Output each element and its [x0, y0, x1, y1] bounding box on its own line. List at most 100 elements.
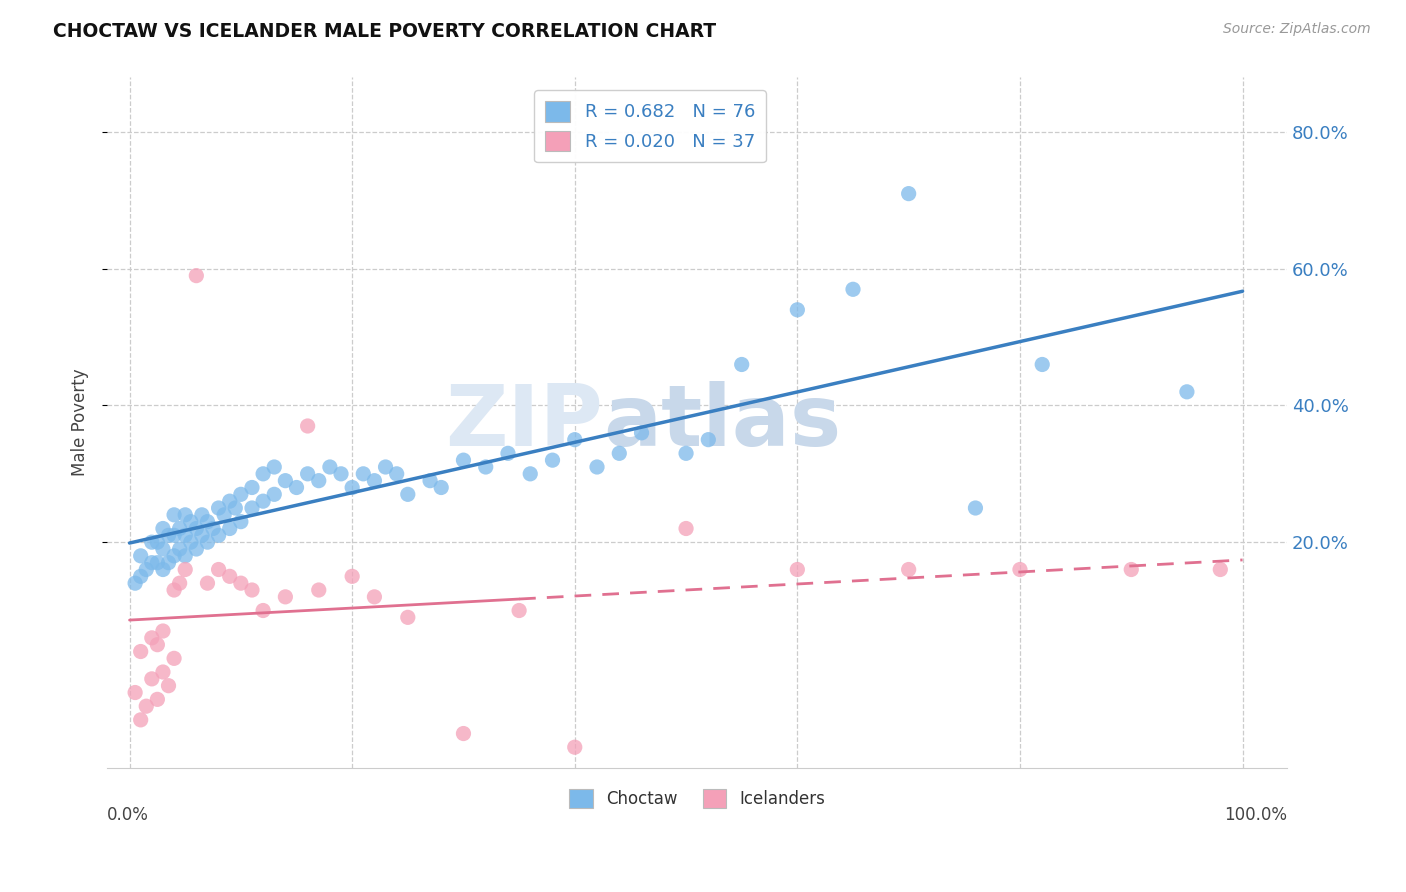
Point: [191, 528, 214, 542]
Point: [1175, 384, 1198, 399]
Point: [1031, 358, 1053, 372]
Point: [842, 282, 865, 296]
Point: [274, 590, 297, 604]
Point: [340, 481, 363, 495]
Point: [157, 556, 180, 570]
Point: [124, 576, 146, 591]
Point: [675, 521, 697, 535]
Point: [474, 460, 496, 475]
Point: [607, 446, 630, 460]
Point: [374, 460, 396, 475]
Point: [697, 433, 720, 447]
Point: [252, 467, 274, 481]
Point: [163, 549, 186, 563]
Point: [163, 528, 186, 542]
Point: [180, 535, 202, 549]
Point: [352, 467, 374, 481]
Point: [197, 576, 219, 591]
Point: [786, 302, 808, 317]
Point: [124, 685, 146, 699]
Point: [186, 268, 208, 283]
Point: [197, 515, 219, 529]
Point: [340, 569, 363, 583]
Point: [363, 474, 385, 488]
Point: [174, 562, 197, 576]
Point: [212, 508, 235, 522]
Point: [163, 508, 186, 522]
Point: [330, 467, 353, 481]
Point: [363, 590, 385, 604]
Point: [157, 528, 180, 542]
Point: [564, 433, 586, 447]
Point: [274, 474, 297, 488]
Point: [152, 624, 174, 638]
Point: [519, 467, 541, 481]
Point: [207, 562, 229, 576]
Point: [252, 494, 274, 508]
Text: 0.0%: 0.0%: [107, 805, 149, 823]
Point: [202, 521, 225, 535]
Point: [152, 665, 174, 679]
Point: [308, 582, 330, 597]
Point: [129, 549, 152, 563]
Point: [180, 515, 202, 529]
Point: [152, 521, 174, 535]
Point: [965, 501, 987, 516]
Point: [146, 692, 169, 706]
Point: [419, 474, 441, 488]
Point: [564, 740, 586, 755]
Point: [191, 508, 214, 522]
Point: [297, 467, 319, 481]
Point: [218, 569, 240, 583]
Text: ZIP: ZIP: [446, 381, 603, 464]
Point: [152, 541, 174, 556]
Point: [174, 549, 197, 563]
Point: [430, 481, 453, 495]
Point: [731, 358, 754, 372]
Point: [229, 487, 252, 501]
Point: [508, 603, 530, 617]
Point: [297, 419, 319, 434]
Point: [141, 535, 163, 549]
Point: [141, 631, 163, 645]
Point: [586, 460, 609, 475]
Point: [186, 521, 208, 535]
Point: [129, 713, 152, 727]
Point: [152, 562, 174, 576]
Point: [263, 460, 285, 475]
Point: [146, 638, 169, 652]
Point: [385, 467, 408, 481]
Point: [169, 521, 191, 535]
Point: [1008, 562, 1031, 576]
Point: [218, 521, 240, 535]
Point: [263, 487, 285, 501]
Point: [285, 481, 308, 495]
Point: [1209, 562, 1232, 576]
Point: [229, 576, 252, 591]
Point: [197, 535, 219, 549]
Point: [169, 541, 191, 556]
Point: [240, 481, 263, 495]
Y-axis label: Male Poverty: Male Poverty: [72, 368, 89, 476]
Point: [141, 556, 163, 570]
Point: [146, 556, 169, 570]
Point: [252, 603, 274, 617]
Point: [308, 474, 330, 488]
Point: [129, 569, 152, 583]
Point: [146, 535, 169, 549]
Point: [319, 460, 342, 475]
Point: [135, 562, 157, 576]
Point: [169, 576, 191, 591]
Point: [240, 501, 263, 516]
Point: [141, 672, 163, 686]
Point: [174, 528, 197, 542]
Text: 100.0%: 100.0%: [1225, 805, 1286, 823]
Point: [496, 446, 519, 460]
Point: [207, 528, 229, 542]
Point: [224, 501, 246, 516]
Point: [675, 446, 697, 460]
Point: [129, 644, 152, 658]
Point: [396, 487, 419, 501]
Point: [229, 515, 252, 529]
Point: [453, 726, 475, 740]
